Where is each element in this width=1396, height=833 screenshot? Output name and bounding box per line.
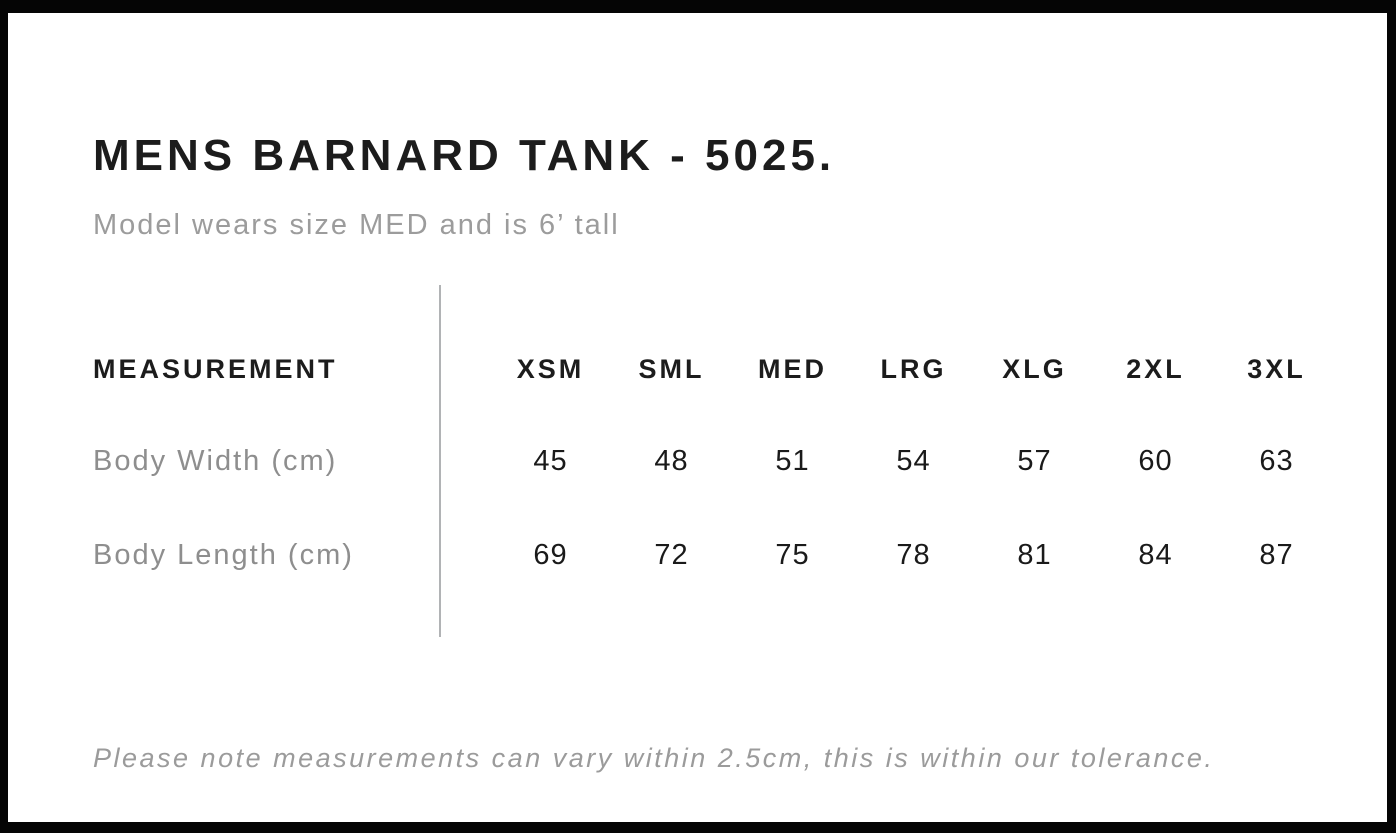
table-row-body-length: Body Length (cm) 69 72 75 78 81 84 87 xyxy=(93,535,1337,575)
size-table: MEASUREMENT XSM SML MED LRG XLG 2XL 3XL … xyxy=(93,285,1337,637)
body-length-3xl: 87 xyxy=(1259,538,1294,571)
table-header-row: MEASUREMENT XSM SML MED LRG XLG 2XL 3XL xyxy=(93,349,1337,389)
body-width-xsm: 45 xyxy=(533,444,568,477)
size-header-sml: SML xyxy=(638,353,705,384)
body-length-xsm: 69 xyxy=(533,538,568,571)
body-length-lrg: 78 xyxy=(896,538,931,571)
body-length-sml: 72 xyxy=(654,538,689,571)
size-header-med: MED xyxy=(758,353,827,384)
body-width-xlg: 57 xyxy=(1017,444,1052,477)
size-header-xlg: XLG xyxy=(1002,353,1067,384)
size-header-xsm: XSM xyxy=(516,353,585,384)
body-length-med: 75 xyxy=(775,538,810,571)
model-size-note: Model wears size MED and is 6’ tall xyxy=(93,209,620,241)
row-label: Body Length (cm) xyxy=(93,538,354,571)
size-guide-page: MENS BARNARD TANK - 5025. Model wears si… xyxy=(8,13,1387,822)
body-width-sml: 48 xyxy=(654,444,689,477)
body-length-xlg: 81 xyxy=(1017,538,1052,571)
tolerance-note: Please note measurements can vary within… xyxy=(93,743,1215,773)
body-width-lrg: 54 xyxy=(896,444,931,477)
page-title: MENS BARNARD TANK - 5025. xyxy=(93,131,836,181)
row-label: Body Width (cm) xyxy=(93,444,338,477)
body-length-2xl: 84 xyxy=(1138,538,1173,571)
measurement-header: MEASUREMENT xyxy=(93,353,338,384)
size-header-3xl: 3XL xyxy=(1247,353,1306,384)
body-width-2xl: 60 xyxy=(1138,444,1173,477)
body-width-med: 51 xyxy=(775,444,810,477)
table-row-body-width: Body Width (cm) 45 48 51 54 57 60 63 xyxy=(93,441,1337,481)
size-header-lrg: LRG xyxy=(880,353,947,384)
body-width-3xl: 63 xyxy=(1259,444,1294,477)
column-divider xyxy=(439,285,441,637)
size-header-2xl: 2XL xyxy=(1126,353,1185,384)
